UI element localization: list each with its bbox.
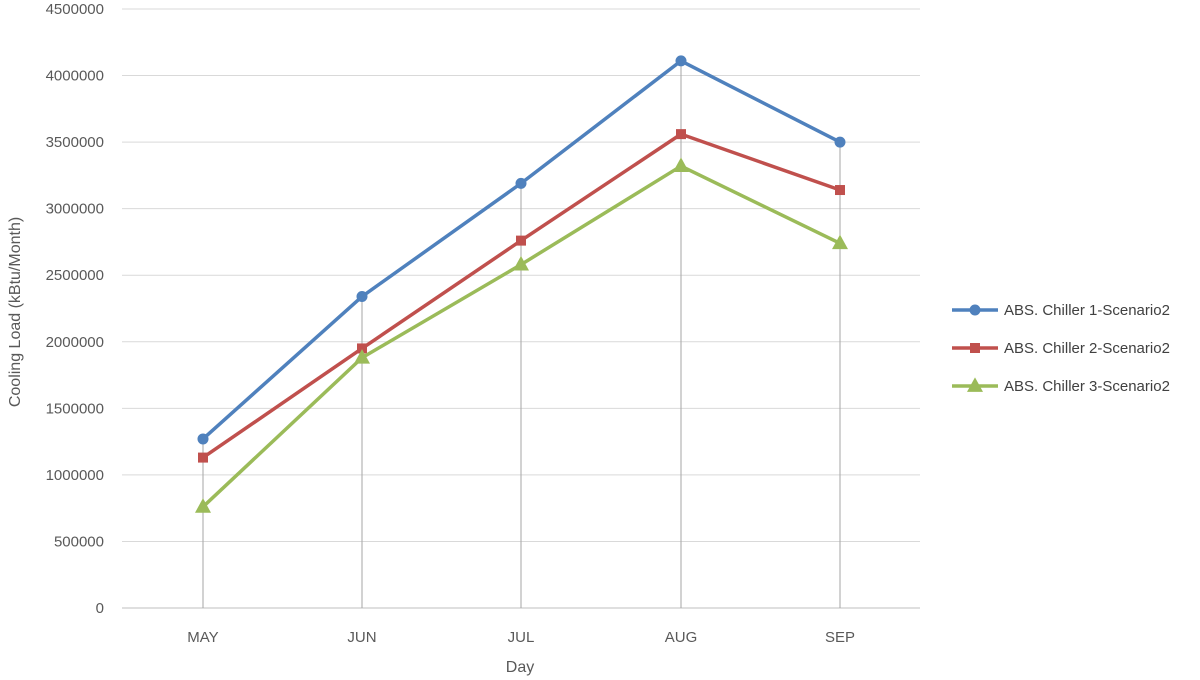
data-point (513, 255, 529, 271)
series-group (195, 55, 848, 513)
y-tick-label: 4500000 (46, 1, 104, 18)
x-tick-label: SEP (825, 629, 855, 646)
x-axis-title: Day (506, 659, 534, 676)
x-axis-ticks: MAY JUN JUL AUG SEP (187, 629, 855, 646)
legend-item: ABS. Chiller 2-Scenario2 (952, 340, 1170, 357)
data-point (832, 234, 848, 250)
legend-swatch-marker (969, 304, 981, 316)
series-2 (198, 129, 845, 463)
y-tick-label: 3000000 (46, 201, 104, 218)
data-point (676, 129, 686, 140)
x-tick-label: JUL (508, 629, 535, 646)
data-point (356, 291, 368, 303)
legend-label: ABS. Chiller 2-Scenario2 (1004, 340, 1170, 357)
data-point (675, 55, 687, 67)
y-tick-label: 1500000 (46, 400, 104, 417)
y-tick-label: 0 (96, 600, 104, 617)
y-tick-label: 4000000 (46, 68, 104, 85)
data-point (835, 185, 845, 196)
series-3 (195, 157, 848, 513)
data-point (834, 136, 846, 148)
data-point (515, 177, 527, 189)
legend-label: ABS. Chiller 3-Scenario2 (1004, 378, 1170, 395)
legend-item: ABS. Chiller 1-Scenario2 (952, 302, 1170, 319)
x-tick-label: JUN (347, 629, 376, 646)
y-axis-ticks: 0 500000 1000000 1500000 2000000 2500000 30000… (46, 1, 104, 617)
legend-swatch-marker (970, 343, 980, 353)
data-point (516, 235, 526, 246)
x-tick-label: MAY (187, 629, 218, 646)
drop-lines (202, 60, 841, 608)
data-point (354, 349, 370, 364)
series-1 (197, 55, 846, 445)
y-tick-label: 2000000 (46, 334, 104, 351)
legend: ABS. Chiller 1-Scenario2 ABS. Chiller 2-S… (952, 302, 1170, 395)
legend-item: ABS. Chiller 3-Scenario2 (952, 377, 1170, 395)
data-point (197, 433, 209, 445)
data-point (195, 498, 211, 513)
y-tick-label: 1000000 (46, 467, 104, 484)
y-tick-label: 2500000 (46, 267, 104, 284)
y-tick-label: 3500000 (46, 134, 104, 151)
data-point (673, 157, 689, 172)
x-tick-label: AUG (665, 629, 698, 646)
y-axis-title: Cooling Load (kBtu/Month) (7, 217, 24, 407)
data-point (198, 452, 208, 463)
y-tick-label: 500000 (54, 533, 104, 550)
data-point (357, 343, 367, 354)
legend-label: ABS. Chiller 1-Scenario2 (1004, 302, 1170, 319)
legend-swatch-marker (967, 377, 983, 392)
